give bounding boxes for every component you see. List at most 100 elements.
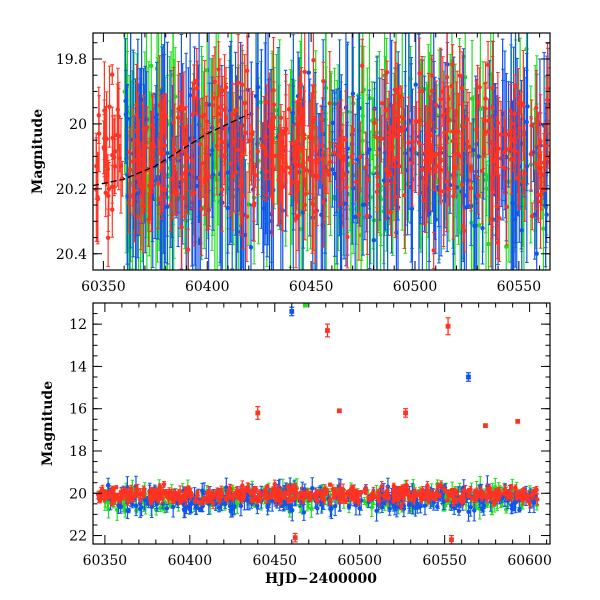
data-point xyxy=(506,147,511,152)
data-point xyxy=(519,141,524,146)
data-point xyxy=(409,206,415,211)
data-point xyxy=(312,209,318,214)
data-point xyxy=(402,193,407,198)
data-point xyxy=(280,184,286,190)
bottom-plot-area xyxy=(96,303,540,544)
data-point xyxy=(484,186,489,191)
data-point xyxy=(298,121,304,127)
data-point xyxy=(489,187,495,192)
data-point xyxy=(264,100,269,105)
data-point xyxy=(332,150,337,155)
data-point xyxy=(270,194,275,199)
data-point xyxy=(258,99,263,105)
data-point xyxy=(480,225,485,231)
data-point xyxy=(311,58,316,63)
data-point xyxy=(112,164,118,169)
data-point xyxy=(535,192,541,198)
data-point xyxy=(504,155,509,160)
data-point xyxy=(324,168,330,174)
data-point xyxy=(132,157,137,163)
data-point xyxy=(144,125,150,130)
data-point xyxy=(426,107,431,112)
data-point xyxy=(492,158,497,164)
data-point xyxy=(110,72,115,77)
data-point xyxy=(283,128,288,134)
data-point xyxy=(383,108,388,113)
data-point xyxy=(475,193,481,198)
data-point xyxy=(357,105,362,111)
data-point xyxy=(516,101,521,106)
data-point xyxy=(158,197,163,202)
top-axis-ticks: 60350 60400 60450 60500 60550 19.8 20 20.2 20.4 xyxy=(56,33,550,295)
data-point xyxy=(296,118,301,123)
data-point xyxy=(130,193,135,198)
data-point xyxy=(521,131,526,137)
bottom-panel-full: 60350 60400 60450 60500 60550 606001214161820… xyxy=(40,302,552,587)
data-point xyxy=(253,173,258,178)
data-point xyxy=(461,124,466,129)
data-point xyxy=(300,116,306,121)
data-point xyxy=(320,150,326,155)
data-point xyxy=(302,202,308,208)
data-point xyxy=(365,177,370,182)
data-point xyxy=(138,193,144,199)
data-point xyxy=(210,103,215,108)
data-point xyxy=(189,169,195,174)
data-point xyxy=(472,223,477,229)
data-point xyxy=(248,150,254,155)
x-tick-label: 60550 xyxy=(497,279,542,295)
data-point xyxy=(539,171,544,177)
data-point xyxy=(223,155,228,160)
data-point xyxy=(458,154,464,159)
y-tick-label: 19.8 xyxy=(56,52,87,68)
data-point xyxy=(230,112,235,117)
data-point xyxy=(155,181,161,186)
data-point xyxy=(460,85,465,91)
data-point xyxy=(441,113,446,118)
data-point xyxy=(504,204,509,210)
data-point xyxy=(306,70,312,75)
data-point xyxy=(374,189,380,195)
data-point xyxy=(94,163,99,169)
data-point xyxy=(102,146,107,152)
data-point xyxy=(352,214,358,220)
y-tick-label: 20.2 xyxy=(56,182,87,198)
data-point xyxy=(197,175,202,181)
data-point xyxy=(534,251,539,256)
data-point xyxy=(372,120,377,126)
data-point xyxy=(502,150,507,155)
data-point xyxy=(440,89,446,94)
data-point xyxy=(165,150,170,156)
data-point xyxy=(417,141,422,146)
data-point xyxy=(286,107,292,112)
data-point xyxy=(390,133,395,139)
data-point xyxy=(358,154,363,160)
data-point xyxy=(406,140,411,145)
data-point xyxy=(490,85,495,91)
data-point xyxy=(477,85,482,90)
data-point xyxy=(395,111,401,116)
data-point xyxy=(476,223,482,228)
data-point xyxy=(302,69,307,75)
data-point xyxy=(236,147,241,152)
data-point xyxy=(106,186,112,192)
data-point xyxy=(530,214,535,219)
data-point xyxy=(164,204,170,210)
data-point xyxy=(424,170,430,175)
data-point xyxy=(319,212,324,217)
top-plot-area xyxy=(93,33,550,270)
data-point xyxy=(438,96,443,102)
data-point xyxy=(524,119,529,125)
data-point xyxy=(162,143,168,148)
data-point xyxy=(349,154,354,159)
data-point xyxy=(96,131,102,136)
data-point xyxy=(438,158,443,164)
data-point xyxy=(245,68,250,74)
data-point xyxy=(168,202,173,208)
data-point xyxy=(495,240,500,245)
data-point xyxy=(413,82,418,87)
data-point xyxy=(225,170,231,175)
data-point xyxy=(311,118,316,124)
data-point xyxy=(362,202,368,207)
data-point xyxy=(136,163,142,169)
